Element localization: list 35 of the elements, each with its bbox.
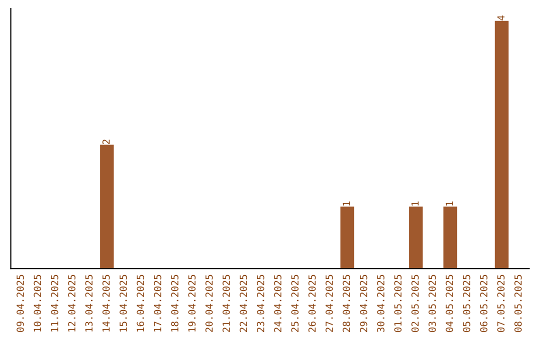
- x-tick-label: 13.04.2025: [85, 274, 93, 332]
- data-label: 1: [342, 201, 350, 206]
- x-tick-label: 08.05.2025: [514, 274, 522, 332]
- data-label: 2: [102, 140, 110, 144]
- x-tick-label: 05.05.2025: [462, 274, 470, 332]
- x-tick-label: 03.05.2025: [428, 274, 436, 332]
- x-tick-label: 25.04.2025: [291, 274, 299, 332]
- x-tick-label: 04.05.2025: [446, 274, 454, 332]
- x-tick-label: 24.04.2025: [274, 274, 282, 332]
- x-tick-label: 15.04.2025: [120, 274, 127, 332]
- x-tick-label: 18.04.2025: [171, 274, 178, 332]
- x-tick-label: 22.04.2025: [240, 274, 248, 332]
- x-tick-label: 30.04.2025: [377, 274, 384, 332]
- x-tick-label: 09.04.2025: [16, 274, 24, 332]
- data-label: 4: [497, 15, 504, 20]
- x-tick-label: 17.04.2025: [154, 274, 162, 332]
- data-label: 1: [412, 201, 419, 206]
- x-tick-label: 19.04.2025: [188, 274, 196, 332]
- x-tick-label: 06.05.2025: [480, 274, 488, 332]
- x-tick-label: 23.04.2025: [256, 274, 264, 332]
- x-tick-label: 01.05.2025: [394, 274, 402, 332]
- x-tick-label: 29.04.2025: [360, 274, 368, 332]
- x-tick-label: 02.05.2025: [411, 274, 419, 332]
- x-tick-label: 20.04.2025: [205, 274, 213, 332]
- x-tick-label: 16.04.2025: [136, 274, 144, 332]
- data-label: 1: [446, 201, 453, 206]
- x-tick-label: 28.04.2025: [342, 274, 350, 332]
- x-tick-label: 26.04.2025: [308, 274, 316, 332]
- x-tick-label: 14.04.2025: [102, 274, 110, 332]
- x-tick-label: 21.04.2025: [222, 274, 230, 332]
- x-tick-label: 10.04.2025: [34, 274, 42, 332]
- x-tick-label: 11.04.2025: [50, 274, 58, 332]
- x-tick-label: 27.04.2025: [326, 274, 333, 332]
- x-tick-label: 07.05.2025: [497, 274, 505, 332]
- x-tick-label: 12.04.2025: [68, 274, 76, 332]
